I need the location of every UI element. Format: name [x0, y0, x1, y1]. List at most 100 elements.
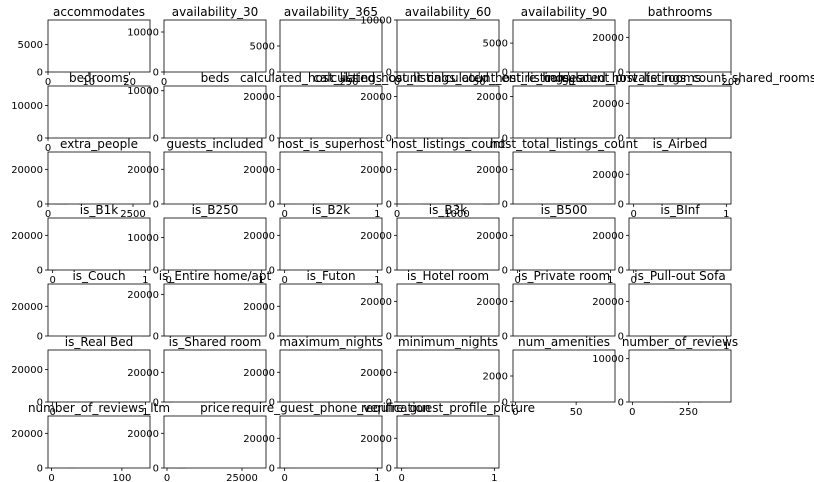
- y-tick-label: 0: [37, 134, 43, 145]
- y-tick-label: 0: [153, 398, 159, 409]
- y-tick-label: 0: [37, 398, 43, 409]
- axes-frame: [163, 283, 267, 337]
- histogram-panel: 0 20000 0 is_BInf: [592, 203, 732, 286]
- y-tick-label: 20000: [127, 290, 159, 301]
- panel-title: price: [200, 401, 230, 415]
- y-tick-label: 5000: [250, 42, 275, 53]
- histogram-panel: 0 20000 maximum_nights: [243, 335, 383, 409]
- histogram-panel: 0 5000 0 10 20 accommodates: [18, 5, 151, 88]
- y-tick-label: 5000: [483, 39, 508, 50]
- y-tick-label: 20000: [243, 434, 275, 445]
- y-tick-label: 0: [502, 398, 508, 409]
- axes-frame: [163, 349, 267, 403]
- axes-frame: [163, 85, 267, 139]
- x-tick-label: 1: [374, 473, 380, 482]
- panel-title: host_listings_count: [391, 137, 505, 151]
- axes-frame: [628, 19, 732, 73]
- panel-title: calculated_host_listings_count_entire_ho…: [313, 71, 582, 85]
- panel-title: bedrooms: [69, 71, 129, 85]
- y-tick-label: 0: [618, 332, 624, 343]
- axes-frame: [396, 415, 500, 469]
- y-tick-label: 0: [269, 200, 275, 211]
- axes-frame: [163, 19, 267, 73]
- histogram-panel: 020000calculated_host_listings_count_ent…: [313, 71, 582, 145]
- panel-title: is_B500: [541, 203, 588, 217]
- axes-frame: [628, 151, 732, 205]
- y-tick-label: 20000: [592, 170, 624, 181]
- panel-title: calculated_host_listings_count: [240, 71, 422, 85]
- x-tick-label: 0: [45, 77, 51, 88]
- axes-frame: [47, 85, 151, 139]
- x-tick-label: 0: [48, 473, 54, 482]
- axes-frame: [279, 151, 383, 205]
- y-tick-label: 20000: [592, 99, 624, 110]
- x-tick-label: 0: [630, 275, 636, 286]
- axes-frame: [396, 85, 500, 139]
- histogram-panel: 0 10000 0 250 number_of_reviews: [592, 335, 738, 418]
- panel-title: availability_60: [405, 5, 492, 19]
- axes-frame: [396, 283, 500, 337]
- panel-title: accommodates: [53, 5, 145, 19]
- y-tick-label: 2000: [483, 372, 508, 383]
- x-tick-label: 0: [281, 209, 287, 220]
- x-tick-label: 0: [281, 473, 287, 482]
- x-tick-label: 0: [165, 275, 171, 286]
- y-tick-label: 0: [269, 464, 275, 475]
- panel-title: calculated_host_listings_count_private_r…: [427, 71, 701, 85]
- y-tick-label: 20000: [476, 165, 508, 176]
- y-tick-label: 0: [502, 266, 508, 277]
- x-tick-label: 0: [164, 473, 170, 482]
- y-tick-label: 20000: [127, 429, 159, 440]
- y-tick-label: 10000: [127, 233, 159, 244]
- axes-frame: [512, 217, 616, 271]
- panel-title: is_Pull-out Sofa: [634, 269, 725, 283]
- axes-frame: [628, 283, 732, 337]
- y-tick-label: 10000: [592, 354, 624, 365]
- panel-title: bathrooms: [648, 5, 713, 19]
- x-tick-label: 100: [112, 473, 131, 482]
- y-tick-label: 0: [502, 200, 508, 211]
- y-tick-label: 20000: [11, 231, 43, 242]
- axes-frame: [47, 349, 151, 403]
- x-tick-label: 1: [142, 407, 148, 418]
- axes-frame: [628, 349, 732, 403]
- axes-frame: [47, 19, 151, 73]
- x-tick-label: 10: [82, 77, 95, 88]
- x-tick-label: 1: [491, 473, 497, 482]
- x-tick-label: 50: [570, 407, 583, 418]
- x-tick-label: 200: [721, 77, 740, 88]
- y-tick-label: 10000: [360, 16, 392, 27]
- histogram-panel: 0 20000 200 bathrooms: [592, 5, 740, 88]
- x-tick-label: 0: [45, 209, 51, 220]
- x-tick-label: 1: [374, 209, 380, 220]
- x-tick-label: 0: [512, 407, 518, 418]
- panel-title: maximum_nights: [279, 335, 383, 349]
- histogram-panel: 0 2000 0 50 num_amenities: [483, 335, 616, 418]
- x-tick-label: 0: [281, 275, 287, 286]
- y-tick-label: 10000: [127, 86, 159, 97]
- y-tick-label: 20000: [360, 434, 392, 445]
- histogram-panel: 0 20000 is_Futon: [243, 269, 383, 343]
- axes-frame: [47, 151, 151, 205]
- panel-title: host_total_listings_count: [490, 137, 638, 151]
- panel-title: is_Airbed: [653, 137, 708, 151]
- axes-frame: [628, 85, 732, 139]
- y-tick-label: 0: [386, 398, 392, 409]
- y-tick-label: 20000: [243, 302, 275, 313]
- y-tick-label: 20000: [360, 165, 392, 176]
- panel-title: number_of_reviews: [622, 335, 738, 349]
- y-tick-label: 20000: [11, 429, 43, 440]
- panel-title: num_amenities: [518, 335, 610, 349]
- panel-title: is_Private room: [518, 269, 610, 283]
- panel-title: is_B3k: [429, 203, 467, 217]
- x-tick-label: 0: [45, 143, 51, 154]
- x-tick-label: 0: [49, 275, 55, 286]
- x-tick-label: 250: [679, 407, 698, 418]
- y-tick-label: 20000: [243, 368, 275, 379]
